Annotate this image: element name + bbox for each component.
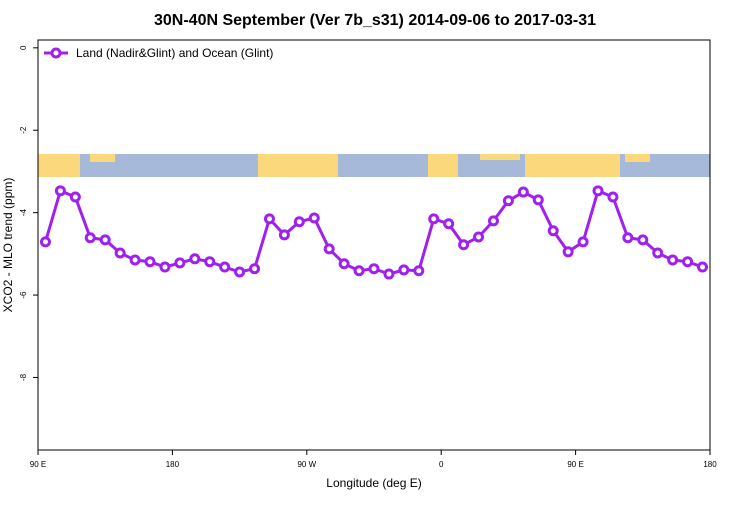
x-tick-label: 180 [166, 460, 180, 469]
map-band [38, 154, 710, 177]
point [278, 229, 290, 241]
point [234, 266, 246, 278]
point [502, 195, 514, 207]
point [652, 247, 664, 259]
point [532, 194, 544, 206]
x-tick-label: 0 [439, 460, 444, 469]
plot-frame [37, 39, 711, 451]
point [473, 231, 485, 243]
point [249, 263, 261, 275]
point [293, 216, 305, 228]
point [84, 232, 96, 244]
legend-label: Land (Nadir&Glint) and Ocean (Glint) [76, 46, 273, 60]
point [129, 254, 141, 266]
point [667, 254, 679, 266]
point [174, 257, 186, 269]
x-tick-label: 180 [703, 460, 717, 469]
y-axis-label: XCO2 - MLO trend (ppm) [1, 178, 15, 313]
y-tick-label: -8 [19, 373, 28, 381]
point [637, 234, 649, 246]
point [682, 256, 694, 268]
x-axis-label: Longitude (deg E) [326, 476, 421, 490]
point [263, 213, 275, 225]
point [159, 261, 171, 273]
point [458, 239, 470, 251]
point [607, 191, 619, 203]
point [413, 265, 425, 277]
point [622, 232, 634, 244]
point [517, 186, 529, 198]
x-tick-label: 90 W [297, 460, 316, 469]
y-tick-label: -6 [19, 291, 28, 299]
point [338, 258, 350, 270]
point [428, 213, 440, 225]
point [204, 256, 216, 268]
point [69, 191, 81, 203]
point [219, 261, 231, 273]
x-tick-label: 90 E [567, 460, 583, 469]
point [114, 247, 126, 259]
point [144, 256, 156, 268]
point [592, 185, 604, 197]
point [368, 263, 380, 275]
x-tick-label: 90 E [30, 460, 46, 469]
point [577, 236, 589, 248]
point [308, 212, 320, 224]
y-tick-label: -4 [19, 209, 28, 217]
y-tick-label: -2 [19, 126, 28, 134]
point [353, 265, 365, 277]
point [443, 218, 455, 230]
y-tick-label: 0 [19, 45, 28, 50]
legend-marker [50, 47, 62, 59]
chart-title: 30N-40N September (Ver 7b_s31) 2014-09-0… [154, 12, 596, 29]
point [697, 261, 709, 273]
point [54, 185, 66, 197]
point [547, 225, 559, 237]
point [99, 234, 111, 246]
series-line [44, 188, 704, 276]
point [383, 268, 395, 280]
point [398, 264, 410, 276]
point [39, 236, 51, 248]
point [189, 253, 201, 265]
point [562, 246, 574, 258]
point [323, 243, 335, 255]
point [487, 215, 499, 227]
legend: Land (Nadir&Glint) and Ocean (Glint) [44, 46, 273, 60]
